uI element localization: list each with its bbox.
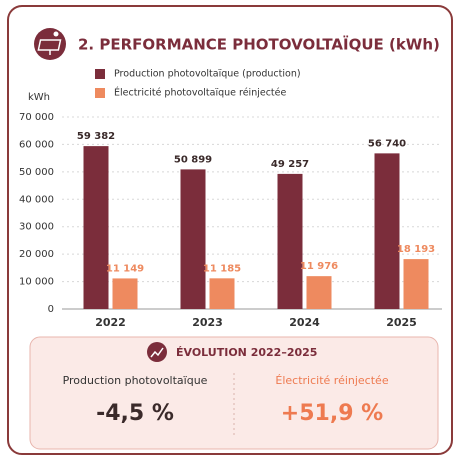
evolution-label: Électricité réinjectée — [275, 374, 388, 387]
trend-icon — [147, 342, 167, 362]
legend-swatch — [95, 69, 105, 79]
y-axis-label: kWh — [28, 92, 50, 103]
x-tick-label: 2024 — [289, 316, 320, 329]
y-tick-label: 10 000 — [19, 277, 54, 288]
legend-swatch — [95, 88, 105, 98]
bar — [277, 173, 303, 309]
y-tick-label: 50 000 — [19, 167, 54, 178]
legend-label: Électricité photovoltaïque réinjectée — [114, 87, 286, 99]
x-tick-label: 2023 — [192, 316, 223, 329]
data-label: 11 185 — [203, 263, 241, 274]
data-label: 11 149 — [106, 263, 144, 274]
data-label: 59 382 — [77, 131, 115, 142]
bar — [403, 259, 429, 309]
y-tick-label: 60 000 — [19, 139, 54, 150]
legend-label: Production photovoltaïque (production) — [114, 69, 301, 80]
x-tick-label: 2022 — [95, 316, 126, 329]
y-tick-label: 20 000 — [19, 249, 54, 260]
bar — [180, 169, 206, 309]
bar — [374, 153, 400, 309]
bar — [112, 278, 138, 309]
bar — [306, 276, 332, 309]
data-label: 50 899 — [174, 154, 212, 165]
evolution-value: +51,9 % — [281, 401, 383, 426]
chart-title: 2. PERFORMANCE PHOTOVOLTAÏQUE (kWh) — [78, 35, 440, 54]
y-tick-label: 30 000 — [19, 222, 54, 233]
x-tick-label: 2025 — [386, 316, 417, 329]
y-tick-label: 70 000 — [19, 112, 54, 123]
evolution-title: ÉVOLUTION 2022–2025 — [176, 346, 317, 359]
evolution-value: -4,5 % — [96, 401, 174, 426]
bar — [83, 146, 109, 309]
evolution-label: Production photovoltaïque — [63, 374, 208, 387]
bar — [209, 278, 235, 309]
y-tick-label: 0 — [48, 304, 54, 315]
data-label: 18 193 — [397, 244, 435, 255]
data-label: 11 976 — [300, 261, 338, 272]
data-label: 56 740 — [368, 138, 406, 149]
data-label: 49 257 — [271, 159, 309, 170]
solar-icon — [34, 28, 66, 60]
y-tick-label: 40 000 — [19, 194, 54, 205]
